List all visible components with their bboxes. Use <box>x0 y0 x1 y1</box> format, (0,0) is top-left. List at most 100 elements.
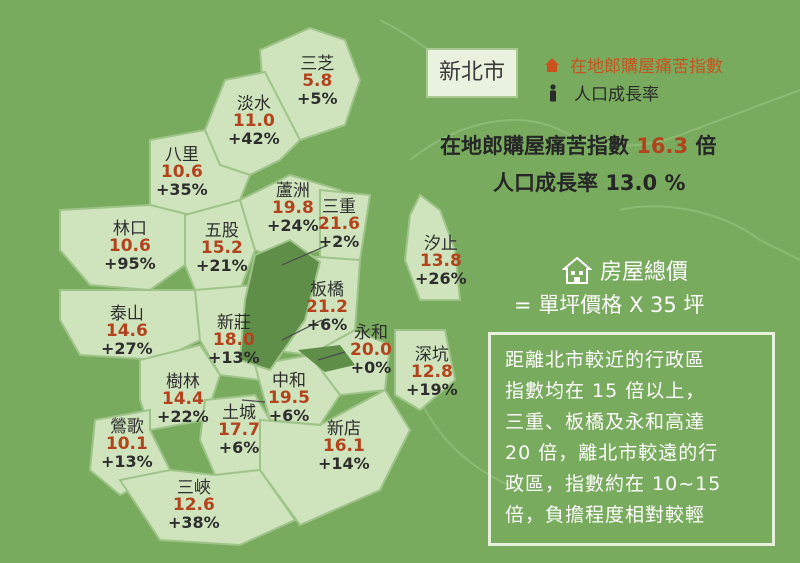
district-growth: +38% <box>168 512 220 532</box>
district-name: 汐止 <box>423 234 458 254</box>
district-value: 19.5 <box>268 388 310 409</box>
district-sanzhi: 三芝 5.8 +5% <box>297 54 338 108</box>
summary-growth-value: 13.0 <box>605 171 658 195</box>
district-name: 板橋 <box>309 280 344 300</box>
district-growth: +24% <box>267 215 319 235</box>
summary-growth: 人口成長率 13.0 % <box>493 167 686 197</box>
note-line: 政區，指數約在 10~15 <box>505 473 722 495</box>
pointer-lines <box>241 244 346 403</box>
district-value: 15.2 <box>200 238 243 259</box>
summary-pain: 在地郎購屋痛苦指數 16.3 倍 <box>440 130 716 160</box>
district-tucheng: 土城 17.7 +6% <box>218 403 260 457</box>
summary-growth-label: 人口成長率 <box>493 171 598 195</box>
note-line: 距離北市較近的行政區 <box>505 349 706 371</box>
district-name: 淡水 <box>236 94 271 114</box>
district-name: 新莊 <box>216 313 251 333</box>
taipei-city-shape <box>238 238 322 372</box>
district-banqiao: 板橋 21.2 +6% <box>306 280 348 334</box>
district-yingge: 鶯歌 10.1 +13% <box>101 417 153 471</box>
district-xindian: 新店 16.1 +14% <box>318 419 370 473</box>
district-value: 14.6 <box>105 321 148 342</box>
district-growth: +21% <box>196 255 248 275</box>
linkou-shape <box>59 203 192 292</box>
legend-pain-label: 在地郎購屋痛苦指數 <box>570 57 723 77</box>
district-name: 泰山 <box>109 304 144 324</box>
district-name: 五股 <box>204 221 239 241</box>
district-growth: +27% <box>101 338 153 358</box>
summary-pain-value: 16.3 <box>636 134 689 158</box>
district-zhonghe: 中和 19.5 +6% <box>268 371 310 425</box>
district-name: 三芝 <box>300 54 335 74</box>
district-growth: +6% <box>218 437 260 457</box>
district-name: 三峽 <box>176 478 211 498</box>
house-price-icon <box>562 256 592 284</box>
district-value: 12.8 <box>410 362 453 383</box>
district-value: 5.8 <box>302 71 333 92</box>
district-name: 永和 <box>353 323 388 343</box>
district-growth: +13% <box>101 451 153 471</box>
district-name: 八里 <box>164 145 199 165</box>
district-name: 林口 <box>112 219 147 239</box>
district-xizhi: 汐止 13.8 +26% <box>415 234 467 288</box>
district-growth: +5% <box>297 88 338 108</box>
summary-growth-unit: % <box>664 171 686 195</box>
district-luzhou: 蘆洲 19.8 +24% <box>267 181 319 235</box>
district-growth: +95% <box>104 253 156 273</box>
district-growth: +19% <box>406 379 458 399</box>
district-value: 21.2 <box>306 297 348 318</box>
note-box: 距離北市較近的行政區 指數均在 15 倍以上， 三重、板橋及永和高達 20 倍，… <box>488 332 775 546</box>
district-value: 10.6 <box>160 162 203 183</box>
district-wugu: 五股 15.2 +21% <box>196 221 248 275</box>
legend-pain-index: 在地郎購屋痛苦指數 <box>544 52 723 77</box>
district-growth: +2% <box>318 231 360 251</box>
district-name: 新店 <box>326 419 361 439</box>
district-name: 鶯歌 <box>109 417 144 437</box>
note-line: 20 倍，離北市較遠的行 <box>505 442 719 464</box>
district-name: 深坑 <box>414 345 449 365</box>
district-growth: +0% <box>350 357 392 377</box>
district-name: 蘆洲 <box>275 181 310 201</box>
district-value: 20.0 <box>350 340 392 361</box>
district-value: 16.1 <box>322 436 365 457</box>
yonghe-dark-shape <box>298 345 355 372</box>
shenkeng-shape <box>394 329 457 412</box>
district-growth: +26% <box>415 268 467 288</box>
house-icon <box>545 57 559 72</box>
legend-growth-label: 人口成長率 <box>574 85 659 105</box>
district-linkou: 林口 10.6 +95% <box>104 219 156 273</box>
district-name: 三重 <box>321 197 356 217</box>
district-value: 10.1 <box>105 434 148 455</box>
district-value: 21.6 <box>318 214 360 235</box>
xizhi-shape <box>403 193 462 301</box>
house-price-formula: = 單坪價格 X 35 坪 <box>514 293 705 317</box>
district-yonghe: 永和 20.0 +0% <box>350 323 392 377</box>
district-tamsui: 淡水 11.0 +42% <box>228 94 280 147</box>
summary-pain-unit: 倍 <box>695 134 717 158</box>
district-name: 中和 <box>271 371 306 391</box>
district-value: 19.8 <box>271 198 314 219</box>
note-line: 指數均在 15 倍以上， <box>505 380 706 402</box>
district-shulin: 樹林 14.4 +22% <box>157 373 209 425</box>
district-growth: +6% <box>306 314 348 334</box>
district-sanxia: 三峽 12.6 +38% <box>168 478 220 532</box>
note-line: 三重、板橋及永和高達 <box>505 411 706 433</box>
xindian-shape <box>259 388 412 527</box>
district-growth: +6% <box>268 405 310 425</box>
zhonghe-shape <box>253 353 342 427</box>
district-value: 14.4 <box>161 389 204 410</box>
district-shenkeng: 深坑 12.8 +19% <box>406 345 458 399</box>
summary-pain-label: 在地郎購屋痛苦指數 <box>440 134 629 158</box>
district-value: 12.6 <box>172 495 215 516</box>
house-price-heading: 房屋總價 <box>562 254 688 286</box>
district-growth: +14% <box>318 453 370 473</box>
district-value: 11.0 <box>232 111 275 132</box>
legend-growth-rate: 人口成長率 <box>548 80 659 105</box>
note-line: 倍，負擔程度相對較輕 <box>505 504 706 526</box>
district-xinzhuang: 新莊 18.0 +13% <box>208 313 260 366</box>
person-icon <box>550 83 556 101</box>
district-name: 土城 <box>221 403 256 423</box>
house-price-title: 房屋總價 <box>600 260 689 285</box>
district-value: 18.0 <box>212 330 255 351</box>
district-value: 10.6 <box>108 236 151 257</box>
